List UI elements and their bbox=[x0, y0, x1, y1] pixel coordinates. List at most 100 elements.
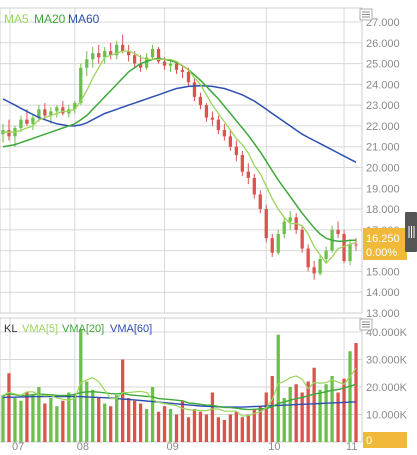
volume-bar bbox=[162, 406, 167, 442]
price-panel[interactable]: 27.000 26.000 25.000 24.000 23.000 22.000 21.0… bbox=[0, 7, 400, 320]
legend-vma60: VMA[60] bbox=[110, 323, 152, 335]
price-tick-label: 20.000 bbox=[366, 163, 400, 175]
volume-bar bbox=[234, 411, 238, 442]
volume-bar bbox=[216, 417, 221, 442]
volume-bar bbox=[144, 409, 149, 442]
volume-axis-labels: 40.000K 30.000K 20.000K 10.000K bbox=[366, 327, 408, 422]
price-tick-label: 22.000 bbox=[366, 121, 400, 133]
price-tick-label: 24.000 bbox=[366, 79, 400, 91]
volume-bar bbox=[330, 376, 334, 442]
volume-bar bbox=[109, 406, 113, 442]
volume-bar bbox=[49, 398, 53, 442]
volume-bar bbox=[138, 403, 143, 442]
volume-bar bbox=[228, 414, 233, 442]
volume-bar bbox=[103, 403, 107, 442]
current-price-tag: 16.250 0.00% bbox=[363, 228, 407, 260]
price-tick-label: 19.000 bbox=[366, 183, 400, 195]
candle-body bbox=[288, 217, 292, 222]
price-tag-value: 16.250 bbox=[366, 233, 400, 245]
price-tick-label: 27.000 bbox=[366, 17, 400, 29]
candle-body bbox=[138, 63, 143, 68]
candle-body bbox=[103, 51, 107, 58]
candle-body bbox=[115, 44, 119, 56]
volume-bar bbox=[258, 406, 262, 442]
volume-bar bbox=[73, 395, 77, 442]
volume-bar bbox=[7, 373, 11, 442]
volume-bar bbox=[79, 329, 83, 442]
volume-bar bbox=[288, 387, 292, 442]
price-tick-label: 23.000 bbox=[366, 100, 400, 112]
price-tick-label: 14.000 bbox=[366, 287, 400, 299]
volume-bar bbox=[61, 400, 65, 442]
volume-bar bbox=[222, 420, 227, 442]
price-panel-frame bbox=[0, 7, 363, 314]
candle-body bbox=[186, 71, 191, 83]
price-tick-label: 13.000 bbox=[366, 308, 400, 320]
panel-resize-handle[interactable] bbox=[405, 212, 417, 252]
volume-bar bbox=[97, 398, 101, 442]
volume-bar bbox=[67, 392, 71, 442]
volume-bar bbox=[132, 400, 137, 442]
volume-bar bbox=[318, 389, 322, 442]
volume-bar bbox=[276, 334, 280, 442]
volume-bar bbox=[55, 406, 59, 442]
vma5-line bbox=[2, 367, 357, 417]
settings-button-bottom[interactable] bbox=[359, 318, 373, 331]
time-tick-label: 08 bbox=[77, 441, 89, 450]
settings-button-top[interactable] bbox=[359, 8, 373, 21]
candle-body bbox=[198, 96, 203, 106]
candle-body bbox=[180, 69, 185, 72]
volume-bar bbox=[85, 381, 89, 442]
volume-bar bbox=[354, 343, 358, 442]
time-tick-label: 10 bbox=[268, 441, 280, 450]
volume-bar bbox=[31, 395, 35, 442]
volume-bar bbox=[13, 398, 17, 442]
ma5-line bbox=[3, 50, 357, 265]
legend-vma20: VMA[20] bbox=[62, 323, 104, 335]
volume-bar bbox=[282, 398, 286, 442]
volume-bar bbox=[156, 411, 161, 442]
candle-body bbox=[264, 209, 268, 239]
volume-bar bbox=[1, 395, 5, 442]
candle-body bbox=[109, 51, 113, 56]
volume-bar bbox=[348, 351, 352, 442]
ma60-line bbox=[2, 85, 357, 163]
volume-bar bbox=[198, 411, 203, 442]
volume-tick-label: 20.000K bbox=[366, 382, 408, 394]
candle-body bbox=[79, 67, 83, 104]
candle-body bbox=[216, 119, 221, 131]
volume-bar bbox=[91, 389, 95, 442]
price-tick-label: 15.000 bbox=[366, 266, 400, 278]
volume-bar bbox=[324, 384, 328, 442]
candle-body bbox=[162, 61, 167, 66]
candle-body bbox=[324, 250, 328, 259]
candle-body bbox=[132, 55, 137, 64]
candlestick-series bbox=[1, 34, 358, 280]
volume-tag-bg bbox=[363, 432, 407, 448]
volume-bars bbox=[1, 329, 358, 442]
candle-body bbox=[246, 171, 250, 178]
volume-bar bbox=[168, 409, 173, 442]
candle-body bbox=[1, 130, 5, 135]
volume-bar bbox=[150, 387, 155, 442]
volume-panel[interactable]: 40.000K 30.000K 20.000K 10.000K bbox=[0, 317, 408, 443]
candle-body bbox=[240, 155, 244, 172]
candle-body bbox=[73, 103, 77, 110]
candle-body bbox=[31, 117, 35, 124]
candle-body bbox=[228, 136, 233, 147]
vma20-line bbox=[2, 383, 357, 411]
candle-body bbox=[144, 57, 149, 68]
volume-tick-label: 40.000K bbox=[366, 327, 408, 339]
candle-body bbox=[156, 49, 161, 62]
volume-legend: KL VMA[5] VMA[20] VMA[60] bbox=[4, 323, 152, 335]
candle-body bbox=[222, 130, 227, 137]
candle-body bbox=[312, 267, 316, 274]
candle-body bbox=[234, 146, 238, 156]
candle-body bbox=[252, 177, 256, 195]
candle-body bbox=[270, 238, 274, 253]
candle-body bbox=[49, 111, 53, 116]
candle-body bbox=[354, 244, 358, 246]
candle-body bbox=[91, 53, 95, 60]
legend-vma5: VMA[5] bbox=[22, 323, 58, 335]
